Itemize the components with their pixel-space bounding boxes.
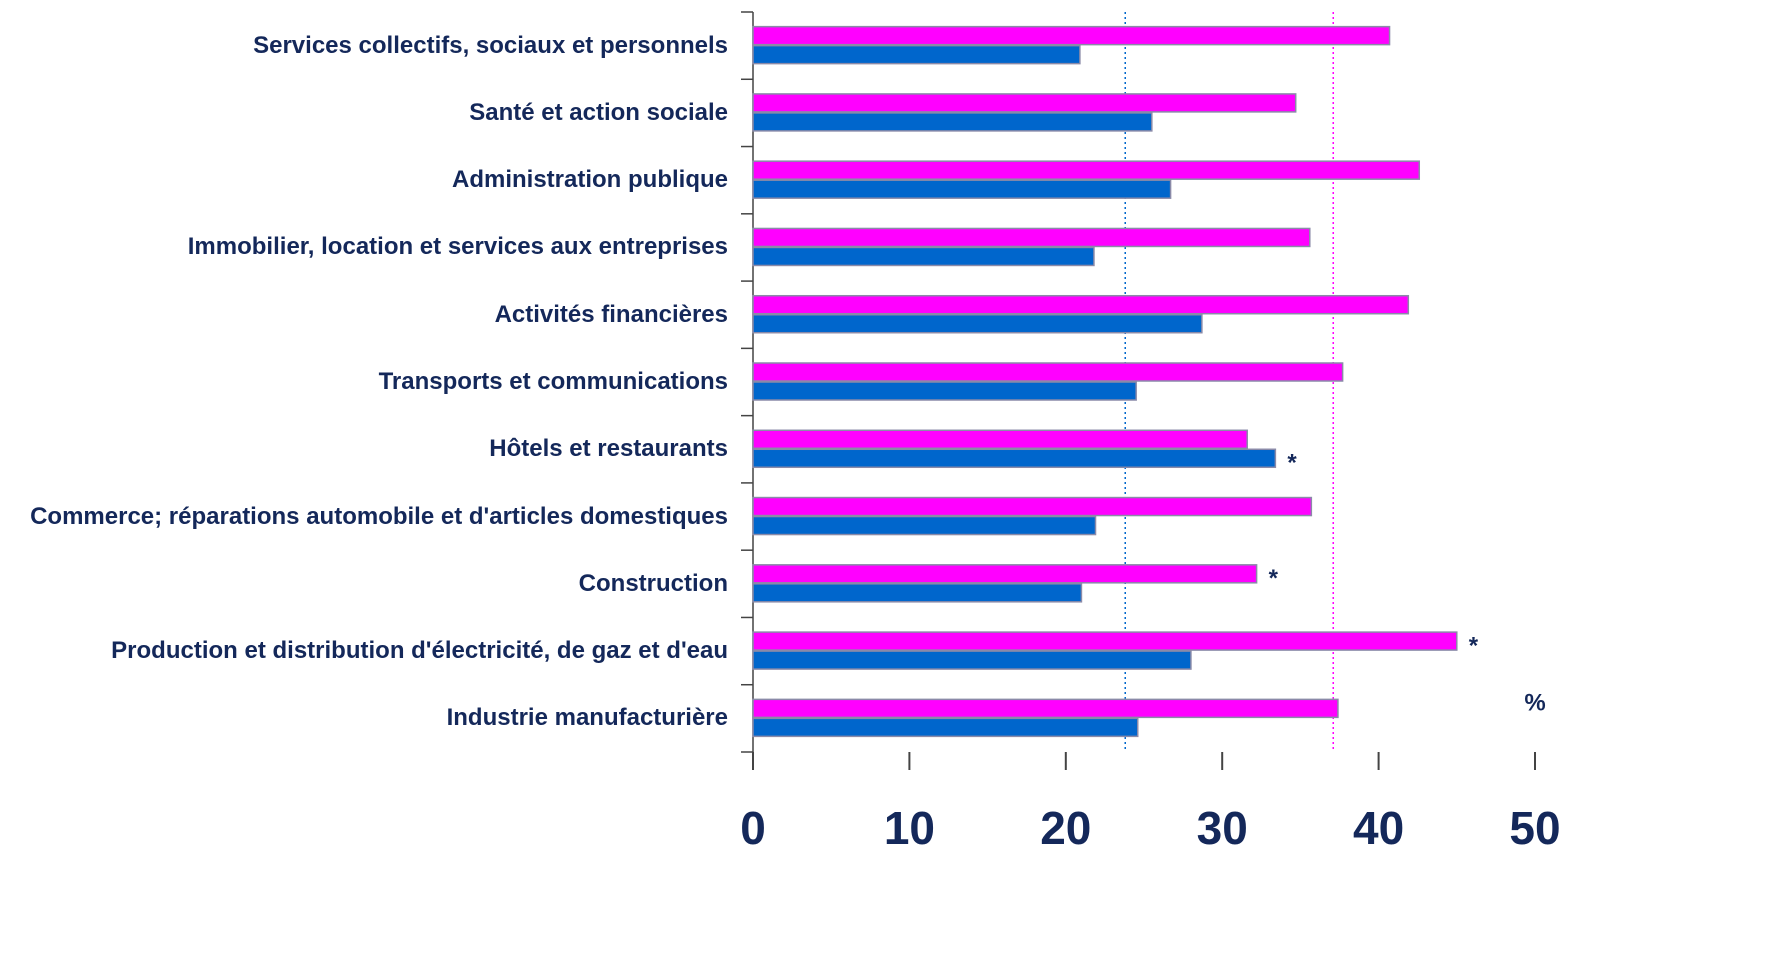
annotation: * — [1269, 565, 1279, 592]
category-label-text: Activités financières — [494, 300, 728, 328]
category-label: Transports et communications — [379, 364, 728, 400]
unit-label: % — [1524, 689, 1545, 716]
category-label-text: Immobilier, location et services aux ent… — [187, 233, 728, 261]
category-label-text: Production et distribution d'électricité… — [111, 637, 728, 665]
bar — [752, 429, 1248, 450]
category-label: Santé et action sociale — [469, 95, 728, 131]
category-label: Activités financières — [495, 297, 728, 333]
category-label: Immobilier, location et services aux ent… — [188, 229, 728, 265]
bar — [752, 179, 1172, 199]
x-tick-label: 30 — [1197, 802, 1248, 854]
bar — [752, 93, 1297, 113]
x-tick-label: 40 — [1353, 802, 1404, 854]
annotation: * — [1287, 450, 1297, 477]
category-label: Services collectifs, sociaux et personne… — [253, 28, 728, 64]
bar — [752, 381, 1137, 401]
category-label-text: Transports et communications — [378, 368, 728, 395]
bar — [752, 44, 1081, 65]
x-tick-label: 20 — [1040, 802, 1091, 854]
category-label-text: Hôtels et restaurants — [489, 435, 728, 463]
category-label: Production et distribution d'électricité… — [111, 633, 728, 669]
bar — [752, 650, 1192, 670]
bar — [752, 294, 1410, 315]
bar — [752, 227, 1311, 248]
bar — [752, 246, 1095, 267]
x-tick-label: 10 — [884, 802, 935, 854]
category-label: Construction — [579, 566, 728, 602]
bar — [752, 362, 1344, 382]
bar — [752, 496, 1313, 517]
category-label: Hôtels et restaurants — [489, 431, 728, 467]
category-label-text: Commerce; réparations automobile et d'ar… — [30, 502, 728, 530]
bar — [752, 515, 1097, 536]
category-label: Industrie manufacturière — [447, 700, 728, 736]
bar — [752, 25, 1391, 46]
bar — [752, 583, 1083, 603]
bar — [752, 313, 1203, 334]
category-label-text: Construction — [578, 569, 728, 597]
category-label: Commerce; réparations automobile et d'ar… — [30, 499, 728, 535]
category-label-text: Santé et action sociale — [469, 98, 728, 126]
bar — [752, 698, 1339, 719]
bar — [752, 717, 1139, 738]
category-label: Administration publique — [452, 162, 728, 198]
category-label-text: Services collectifs, sociaux et personne… — [253, 31, 728, 59]
category-label-text: Administration publique — [452, 166, 728, 194]
category-label-text: Industrie manufacturière — [446, 704, 728, 732]
bar — [752, 160, 1421, 180]
bar — [752, 564, 1258, 584]
x-tick-label: 0 — [740, 802, 766, 854]
annotation: * — [1469, 632, 1479, 659]
bar — [752, 448, 1277, 469]
x-tick-label: 50 — [1509, 802, 1560, 854]
bar — [752, 631, 1458, 651]
bar — [752, 112, 1153, 132]
